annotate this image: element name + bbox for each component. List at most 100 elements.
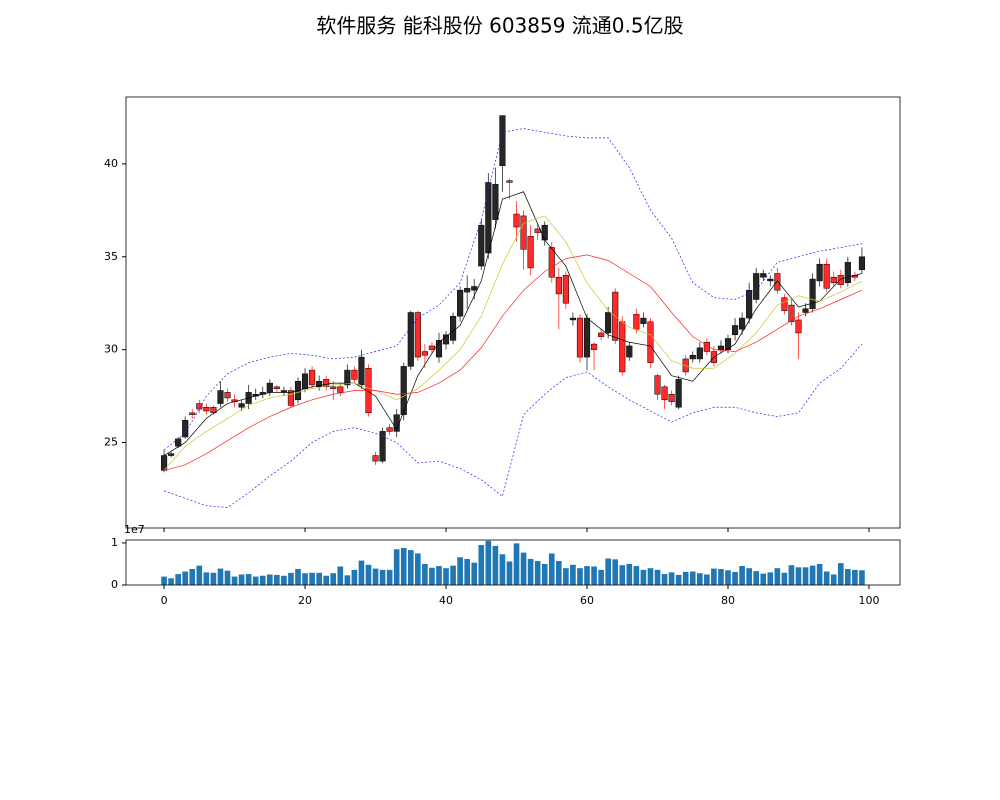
volume-bar — [407, 550, 414, 585]
volume-bar — [548, 553, 555, 585]
candle-body — [619, 321, 626, 373]
candle-body — [450, 315, 457, 341]
candle-body — [316, 380, 323, 388]
volume-bar — [203, 572, 210, 585]
volume-bar — [210, 572, 217, 585]
candle-body — [767, 278, 774, 282]
volume-bar — [499, 554, 506, 585]
line-series — [163, 215, 863, 471]
volume-bar — [259, 575, 266, 585]
volume-bar — [605, 558, 611, 585]
y-tick-label: 35 — [104, 250, 118, 263]
candle-body — [337, 386, 344, 393]
volume-bar — [217, 568, 224, 585]
volume-bar — [760, 573, 767, 585]
volume-bar — [450, 565, 456, 585]
volume-bar — [393, 549, 400, 585]
candle-body — [717, 345, 725, 350]
volume-bar — [337, 566, 344, 585]
candle-body — [746, 289, 753, 319]
candle-body — [555, 276, 562, 295]
volume-bar — [422, 563, 428, 585]
candle-body — [661, 386, 668, 401]
volume-bar — [570, 564, 576, 585]
candle-body — [760, 273, 767, 278]
volume-bar — [302, 573, 308, 585]
candle-body — [435, 340, 443, 358]
volume-bar — [816, 563, 823, 585]
volume-bar — [266, 574, 273, 585]
candle-body — [210, 406, 217, 414]
volume-bar — [534, 561, 541, 585]
candle-body — [781, 297, 788, 311]
volume-bar — [633, 566, 640, 585]
volume-bar — [351, 569, 358, 585]
volume-bar — [224, 570, 231, 585]
volume-bar — [753, 571, 760, 585]
volume-bar — [682, 571, 689, 585]
candle-body — [442, 334, 450, 345]
candle-body — [407, 312, 414, 367]
volume-bar — [506, 561, 513, 585]
candle-body — [605, 312, 612, 334]
candle-body — [837, 275, 844, 285]
volume-bar — [556, 561, 562, 585]
volume-bar — [823, 571, 830, 585]
volume-bar — [830, 574, 837, 585]
candle-body — [858, 256, 866, 271]
x-tick-label: 0 — [161, 594, 168, 607]
candle-body — [301, 373, 309, 389]
volume-bar — [675, 574, 682, 585]
candle-body — [696, 347, 703, 360]
candle-body — [774, 273, 781, 291]
candle-body — [640, 317, 647, 324]
y-tick-label: 0 — [111, 578, 118, 591]
volume-bar — [330, 573, 337, 585]
volume-bar — [485, 540, 492, 585]
candle-body — [583, 317, 591, 358]
line-series — [163, 191, 863, 456]
candle-body — [816, 263, 823, 282]
axes-frame — [125, 96, 901, 529]
volume-bar — [577, 568, 583, 585]
volume-bar — [168, 578, 174, 585]
line-series — [163, 343, 863, 508]
candle-body — [520, 215, 527, 250]
volume-bar — [696, 573, 703, 585]
candle-body — [457, 289, 464, 317]
volume-bar — [619, 565, 626, 585]
volume-bar — [281, 575, 287, 585]
volume-bar — [795, 567, 802, 585]
volume-bar — [238, 574, 245, 585]
volume-bar — [231, 576, 238, 585]
candle-body — [823, 263, 830, 289]
candle-body — [731, 325, 739, 336]
candle-body — [189, 412, 196, 415]
volume-bar — [309, 572, 315, 585]
volume-bar — [527, 558, 534, 585]
candle-body — [168, 453, 175, 456]
x-tick-label: 40 — [439, 594, 453, 607]
volume-bar — [767, 572, 774, 585]
candle-body — [739, 317, 746, 330]
candle-body — [569, 317, 576, 321]
volume-bar — [344, 575, 351, 585]
volume-bar — [295, 569, 301, 585]
volume-bar — [774, 568, 781, 585]
volume-bar — [189, 569, 196, 585]
volume-bar — [252, 576, 259, 585]
candle-body — [654, 375, 661, 395]
candle-body — [506, 180, 513, 183]
volume-bar — [175, 574, 181, 585]
volume-bar — [386, 569, 393, 585]
volume-bar — [668, 572, 675, 585]
candle-body — [428, 345, 436, 350]
volume-bar — [478, 545, 485, 585]
candle-body — [400, 366, 407, 415]
candle-body — [598, 332, 605, 337]
candle-body — [576, 317, 584, 358]
y-tick-label: 30 — [104, 343, 118, 356]
volume-bar — [372, 568, 379, 585]
volume-bar — [859, 570, 865, 585]
